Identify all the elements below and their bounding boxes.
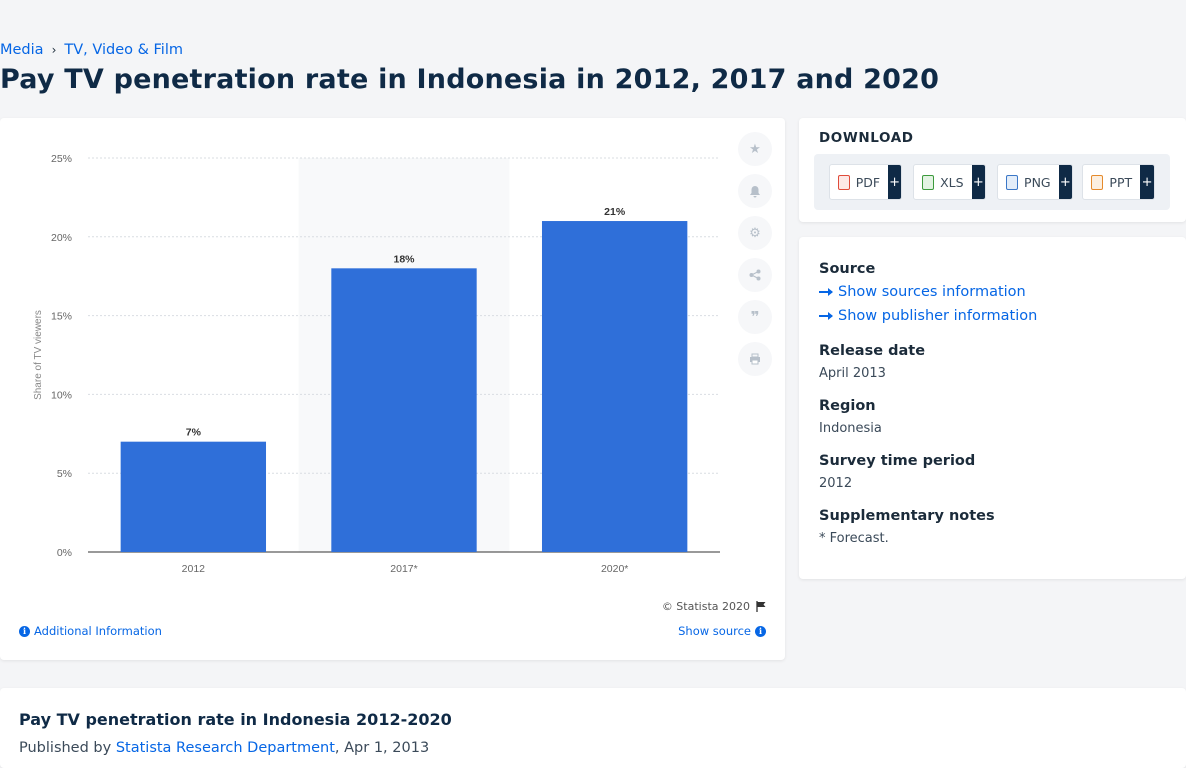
publication-card: Pay TV penetration rate in Indonesia 201… bbox=[0, 688, 1186, 768]
copyright: © Statista 2020 bbox=[662, 600, 767, 613]
download-xls-label: XLS bbox=[940, 174, 964, 190]
breadcrumb: Media › TV, Video & Film bbox=[0, 42, 183, 58]
plus-icon: + bbox=[888, 165, 901, 199]
survey-period-label: Survey time period bbox=[819, 453, 976, 469]
chart-card: 0% 5% 10% 15% 20% 25% Share of TV viewers 7% 201… bbox=[0, 118, 785, 660]
arrow-right-icon bbox=[819, 288, 833, 296]
pdf-file-icon bbox=[838, 174, 850, 190]
y-tick-label: 5% bbox=[57, 468, 72, 480]
download-pdf-button[interactable]: PDF + bbox=[829, 164, 902, 200]
release-date-value: April 2013 bbox=[819, 366, 886, 381]
download-ppt-button[interactable]: PPT + bbox=[1082, 164, 1155, 200]
arrow-right-icon bbox=[819, 312, 833, 320]
x-tick-label: 2020* bbox=[601, 563, 628, 575]
download-title: DOWNLOAD bbox=[819, 130, 914, 146]
bar bbox=[541, 221, 688, 552]
publication-byline: Published by Statista Research Departmen… bbox=[19, 740, 429, 756]
png-file-icon bbox=[1006, 174, 1019, 190]
y-axis-label: Share of TV viewers bbox=[33, 310, 44, 400]
download-xls-button[interactable]: XLS + bbox=[913, 164, 986, 200]
source-label: Source bbox=[819, 261, 876, 277]
ppt-file-icon bbox=[1091, 174, 1104, 190]
publication-title: Pay TV penetration rate in Indonesia 201… bbox=[19, 710, 452, 729]
quote-icon[interactable]: ❞ bbox=[738, 300, 772, 334]
additional-information-link[interactable]: i Additional Information bbox=[19, 624, 162, 638]
info-icon: i bbox=[19, 625, 30, 637]
publication-date: , Apr 1, 2013 bbox=[334, 740, 430, 756]
chevron-right-icon: › bbox=[51, 43, 57, 57]
data-label: 7% bbox=[186, 427, 202, 439]
download-card: DOWNLOAD PDF + XLS + PNG + PPT + bbox=[799, 118, 1186, 222]
page-title: Pay TV penetration rate in Indonesia in … bbox=[0, 64, 940, 95]
download-ppt-label: PPT bbox=[1109, 174, 1133, 190]
y-tick-label: 15% bbox=[51, 311, 72, 323]
data-label: 18% bbox=[393, 253, 415, 265]
y-tick-label: 25% bbox=[51, 153, 72, 165]
info-icon: i bbox=[755, 625, 766, 637]
copyright-text: © Statista 2020 bbox=[661, 600, 750, 613]
bell-icon[interactable] bbox=[738, 174, 772, 208]
additional-information-label: Additional Information bbox=[34, 624, 162, 638]
survey-period-value: 2012 bbox=[819, 476, 853, 491]
download-png-label: PNG bbox=[1024, 174, 1051, 190]
show-source-link[interactable]: Show source i bbox=[678, 624, 766, 638]
y-tick-label: 10% bbox=[51, 389, 72, 401]
download-bar: PDF + XLS + PNG + PPT + bbox=[814, 154, 1170, 210]
x-tick-label: 2017* bbox=[390, 563, 417, 575]
region-label: Region bbox=[819, 398, 876, 414]
download-png-button[interactable]: PNG + bbox=[997, 164, 1073, 200]
show-publisher-label: Show publisher information bbox=[838, 308, 1038, 324]
print-icon[interactable] bbox=[738, 342, 772, 376]
show-sources-link[interactable]: Show sources information bbox=[819, 284, 1026, 300]
show-publisher-link[interactable]: Show publisher information bbox=[819, 308, 1037, 324]
data-label: 21% bbox=[604, 206, 626, 218]
show-sources-label: Show sources information bbox=[838, 284, 1026, 300]
plus-icon: + bbox=[1058, 165, 1072, 199]
author-link[interactable]: Statista Research Department bbox=[115, 740, 335, 756]
breadcrumb-item-tv-video-film[interactable]: TV, Video & Film bbox=[64, 42, 183, 58]
plus-icon: + bbox=[1140, 165, 1154, 199]
download-pdf-label: PDF bbox=[855, 174, 881, 190]
star-icon[interactable]: ★ bbox=[738, 132, 772, 166]
xls-file-icon bbox=[922, 174, 935, 190]
breadcrumb-item-media[interactable]: Media bbox=[0, 42, 44, 58]
supplementary-notes-value: * Forecast. bbox=[819, 531, 889, 546]
supplementary-notes-label: Supplementary notes bbox=[819, 508, 995, 524]
plus-icon: + bbox=[971, 165, 985, 199]
gear-icon[interactable]: ⚙ bbox=[738, 216, 772, 250]
bar-chart: 0% 5% 10% 15% 20% 25% Share of TV viewers 7% 201… bbox=[33, 153, 720, 575]
x-tick-label: 2012 bbox=[182, 563, 206, 575]
region-value: Indonesia bbox=[819, 421, 882, 436]
bar bbox=[120, 441, 267, 552]
y-tick-label: 20% bbox=[51, 232, 72, 244]
flag-icon[interactable] bbox=[756, 601, 767, 612]
chart-toolbar: ★ ⚙ ❞ bbox=[738, 132, 772, 376]
share-icon[interactable] bbox=[738, 258, 772, 292]
show-source-label: Show source bbox=[678, 624, 751, 638]
y-tick-label: 0% bbox=[57, 547, 72, 559]
release-date-label: Release date bbox=[819, 343, 926, 359]
published-by-label: Published by bbox=[19, 740, 112, 756]
bar bbox=[331, 268, 477, 552]
statistic-details-card: Source Show sources information Show pub… bbox=[799, 237, 1186, 579]
